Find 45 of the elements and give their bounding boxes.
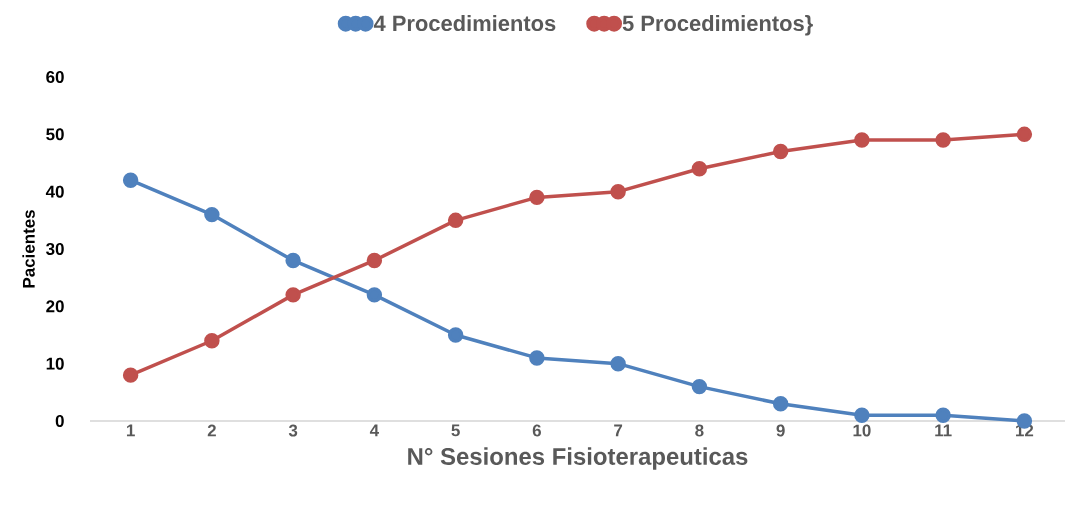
point (854, 407, 870, 423)
point (122, 367, 139, 383)
point (935, 132, 951, 148)
y-axis-title: Pacientes (22, 210, 35, 288)
point (447, 327, 464, 343)
y-tick-label: 20 (46, 300, 64, 313)
y-tick-label: 0 (55, 415, 64, 427)
point (529, 350, 545, 366)
y-tick-label: 10 (46, 357, 64, 370)
point (366, 287, 383, 303)
point (285, 252, 301, 269)
point (854, 132, 870, 148)
x-tick-label: 8 (695, 424, 704, 437)
x-tick-label: 1 (126, 424, 135, 437)
point (204, 206, 220, 223)
point (691, 378, 708, 395)
point (529, 189, 545, 206)
x-tick-label: 11 (935, 424, 952, 437)
x-tick-label: 5 (451, 424, 460, 437)
x-tick-label: 6 (532, 424, 541, 437)
x-axis-title: N° Sesiones Fisioterapeuticas (408, 447, 748, 470)
point (285, 287, 301, 303)
x-tick-label: 10 (853, 424, 871, 437)
point (772, 143, 789, 160)
y-tick-label: 40 (45, 185, 64, 198)
point (366, 252, 383, 269)
point (1016, 126, 1033, 143)
x-tick-label: 7 (614, 424, 623, 437)
point (447, 212, 464, 229)
point (204, 333, 220, 349)
y-tick-label: 50 (46, 128, 64, 141)
point (935, 407, 951, 423)
y-tick-label: 30 (46, 242, 64, 256)
point (772, 396, 789, 412)
x-tick-label: 9 (776, 424, 785, 437)
x-tick-label: 4 (369, 424, 379, 437)
point (610, 183, 626, 200)
x-tick-label: 2 (207, 424, 216, 437)
point (610, 355, 626, 372)
point (122, 172, 139, 188)
legend-label: 5 Procedimientos} (622, 14, 813, 36)
point (691, 161, 708, 177)
x-tick-label: 3 (288, 424, 298, 437)
y-tick-label: 60 (46, 71, 64, 84)
legend-label: 4 Procedimientos (373, 14, 556, 32)
